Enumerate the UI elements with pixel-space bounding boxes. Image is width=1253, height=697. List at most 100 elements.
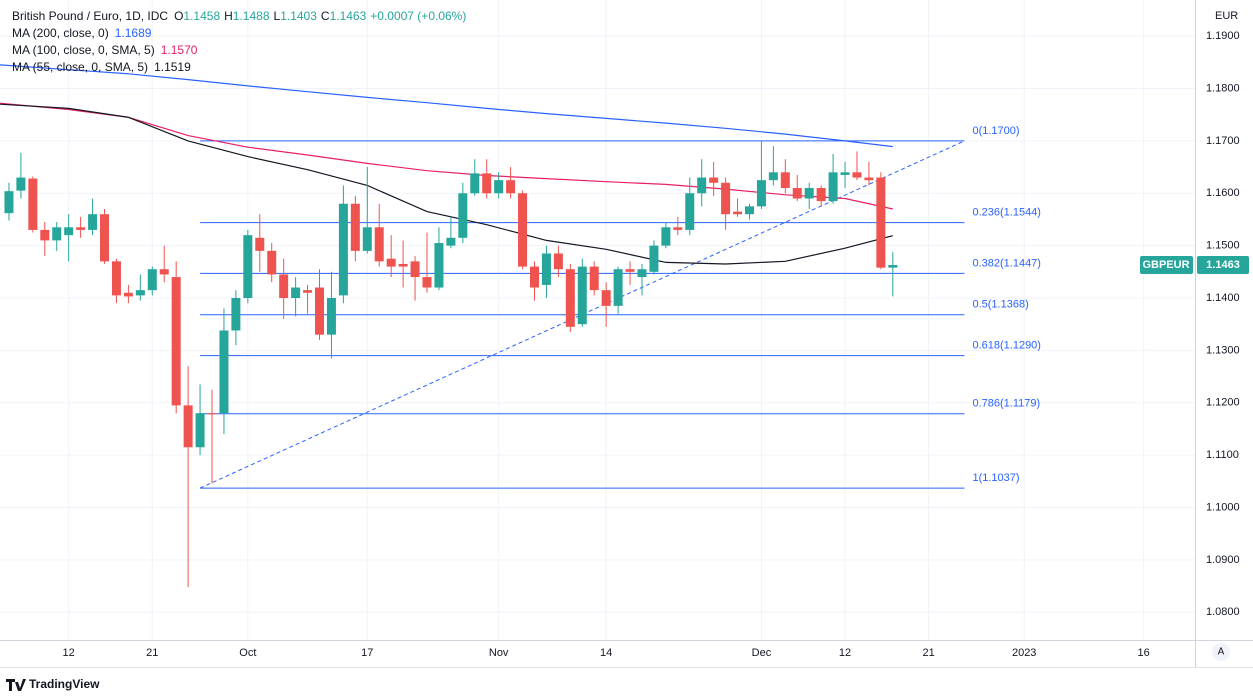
candle-body — [207, 413, 217, 415]
candle-body — [231, 298, 241, 331]
candle-body — [195, 413, 205, 448]
title: British Pound / Euro, 1D, IDC — [12, 9, 168, 23]
candle-body — [434, 243, 444, 288]
x-tick-label: 12 — [839, 647, 851, 659]
candle-body — [398, 263, 408, 267]
ohlc-label: C — [321, 9, 330, 23]
ohlc-label: O — [174, 9, 183, 23]
candle-body — [28, 178, 38, 230]
ohlc-value: 1.1463 — [330, 9, 367, 23]
candle-body — [410, 261, 420, 278]
legend-value: 1.1570 — [161, 43, 198, 57]
auto-scale-label[interactable]: A — [1218, 647, 1225, 658]
candle-body — [840, 172, 850, 175]
y-tick-label: 1.1300 — [1206, 344, 1240, 356]
candle-body — [279, 274, 289, 299]
candle-body — [40, 229, 50, 241]
candle-body — [350, 203, 360, 251]
candle-body — [470, 173, 480, 194]
candle-body — [661, 227, 671, 246]
fib-label: 0.236(1.1544) — [972, 206, 1040, 218]
candle-body — [100, 214, 110, 262]
fib-label: 0(1.1700) — [972, 125, 1019, 137]
y-tick-label: 1.1100 — [1206, 449, 1239, 461]
candle-body — [685, 193, 695, 230]
candle-body — [756, 180, 766, 207]
legend-value: 1.1519 — [154, 60, 191, 74]
candle-body — [565, 269, 575, 327]
fib-label: 0.5(1.1368) — [972, 299, 1028, 311]
candle-body — [64, 227, 74, 236]
ohlc-value: 1.1458 — [183, 9, 220, 23]
x-tick-label: 12 — [63, 647, 75, 659]
fib-label: 0.382(1.1447) — [972, 257, 1040, 269]
candle-body — [744, 206, 754, 215]
price-tag-label: 1.1463 — [1206, 259, 1240, 271]
candle-body — [816, 188, 826, 202]
candle-body — [529, 266, 539, 288]
y-tick-label: 1.0800 — [1206, 606, 1240, 618]
candle-body — [482, 173, 492, 194]
brand-logo[interactable]: TradingView — [6, 677, 100, 691]
x-tick-label: Nov — [489, 647, 509, 659]
y-tick-label: 1.1900 — [1206, 30, 1240, 42]
candle-body — [52, 227, 62, 241]
candle-body — [76, 227, 86, 230]
candle-body — [673, 227, 683, 230]
ohlc-value: 1.1403 — [280, 9, 317, 23]
candle-body — [123, 292, 133, 297]
candle-body — [147, 269, 157, 291]
x-tick-label: 17 — [361, 647, 373, 659]
logo-icon[interactable] — [6, 679, 26, 691]
candle-body — [219, 330, 229, 414]
candle-body — [4, 191, 14, 214]
ohlc-label: L — [274, 9, 281, 23]
candle-body — [291, 287, 301, 299]
price-tag — [1197, 256, 1249, 275]
candle-body — [506, 180, 516, 194]
y-tick-label: 1.1700 — [1206, 135, 1240, 147]
candle-body — [697, 177, 707, 194]
ma-line — [0, 103, 893, 265]
candle-body — [243, 235, 253, 299]
ma-line — [0, 102, 893, 210]
fib-label: 1(1.1037) — [972, 472, 1019, 484]
candle-body — [721, 182, 731, 215]
candle-body — [601, 290, 611, 306]
y-tick-label: 1.1600 — [1206, 187, 1240, 199]
y-tick-label: 1.1800 — [1206, 82, 1240, 94]
legend-value: 1.1689 — [115, 26, 152, 40]
candle-body — [159, 269, 169, 275]
candle-body — [267, 250, 277, 275]
candle-body — [864, 177, 874, 181]
x-tick-label: Oct — [239, 647, 256, 659]
candle-body — [386, 258, 396, 267]
brand-name[interactable]: TradingView — [29, 677, 100, 691]
symbol-tag — [1140, 256, 1193, 275]
candle-body — [362, 227, 372, 251]
candle-body — [183, 405, 193, 448]
candle-body — [577, 266, 587, 325]
candle-body — [303, 290, 313, 293]
ohlc-value: 1.1488 — [233, 9, 270, 23]
candle-body — [518, 193, 528, 267]
legend-name: MA (100, close, 0, SMA, 5) — [12, 43, 155, 57]
legend-name: MA (55, close, 0, SMA, 5) — [12, 60, 148, 74]
fib-label: 0.618(1.1290) — [972, 340, 1040, 352]
y-tick-label: 1.1000 — [1206, 501, 1240, 513]
candle-body — [111, 261, 121, 296]
legend-name: MA (200, close, 0) — [12, 26, 109, 40]
x-tick-label: Dec — [752, 647, 772, 659]
candle-body — [589, 266, 599, 291]
candle-body — [135, 290, 145, 296]
y-tick-label: 1.0900 — [1206, 554, 1240, 566]
candle-body — [852, 172, 862, 178]
auto-scale-button[interactable] — [1212, 643, 1230, 661]
candle-body — [88, 214, 98, 230]
candle-body — [709, 177, 719, 183]
x-tick-label: 21 — [923, 647, 935, 659]
y-tick-label: 1.1400 — [1206, 292, 1240, 304]
candle-body — [768, 172, 778, 181]
candle-body — [804, 188, 814, 199]
